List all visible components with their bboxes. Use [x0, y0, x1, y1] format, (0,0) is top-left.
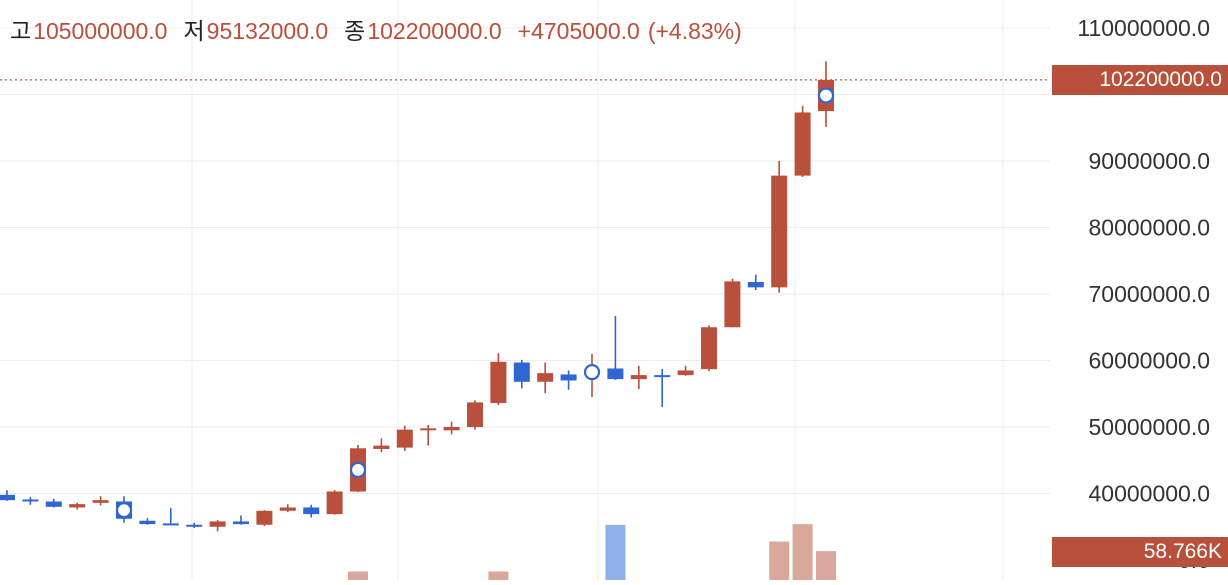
change-percent: (+4.83%): [647, 18, 742, 44]
event-marker[interactable]: [115, 502, 133, 519]
candle[interactable]: [233, 515, 249, 525]
volume-bar: [348, 571, 368, 580]
event-marker[interactable]: [349, 461, 367, 478]
candle[interactable]: [279, 504, 296, 513]
volume-bar: [605, 524, 626, 580]
candle-body: [256, 510, 273, 525]
volume-bar: [769, 541, 790, 580]
candle[interactable]: [139, 518, 156, 525]
candle[interactable]: [22, 496, 39, 505]
current-price-tag: 102200000.0: [1052, 64, 1228, 95]
candle-body: [303, 507, 320, 515]
candle[interactable]: [724, 278, 741, 328]
candle-body: [45, 501, 62, 507]
y-tick-label: 70000000.0: [1088, 281, 1210, 307]
candle-body: [677, 370, 694, 376]
y-tick-label: 40000000.0: [1088, 481, 1210, 507]
candle[interactable]: [560, 370, 577, 390]
candle-body: [724, 281, 741, 328]
candle[interactable]: [677, 365, 694, 376]
grid-lines: [0, 0, 1050, 580]
candle[interactable]: [630, 365, 647, 390]
y-tick-label: 60000000.0: [1088, 348, 1210, 374]
candle-body: [162, 523, 179, 526]
event-markers[interactable]: [115, 87, 835, 519]
candle-body: [490, 361, 507, 404]
close-label: 종: [344, 18, 366, 44]
event-marker[interactable]: [817, 87, 835, 104]
candle-body: [747, 282, 764, 288]
candle[interactable]: [256, 510, 273, 527]
candle-body: [233, 521, 249, 525]
volume-tag: 58.766K: [1052, 537, 1228, 567]
candle-body: [701, 327, 717, 370]
candle[interactable]: [69, 502, 86, 510]
candle[interactable]: [537, 362, 554, 394]
ohlc-legend: 고 105000000.0 저 95132000.0 종 102200000.0…: [10, 12, 750, 46]
y-tick-label: 90000000.0: [1088, 148, 1210, 174]
candle-body: [279, 507, 296, 511]
candle-body: [443, 427, 460, 431]
high-label: 고: [10, 18, 32, 44]
candle-body: [373, 445, 390, 449]
candle-body: [771, 175, 788, 288]
y-tick-label: 110000000.0: [1077, 15, 1210, 41]
candle[interactable]: [420, 425, 437, 446]
candle[interactable]: [162, 508, 179, 526]
candle[interactable]: [467, 400, 483, 430]
candle-body: [654, 375, 671, 378]
candle[interactable]: [45, 498, 62, 508]
candle-body: [467, 402, 483, 427]
candle[interactable]: [607, 315, 624, 380]
candle-body: [794, 112, 811, 176]
close-value: 102200000.0: [367, 18, 502, 44]
candle[interactable]: [747, 274, 764, 291]
candle[interactable]: [794, 105, 811, 177]
candle-body: [0, 494, 15, 501]
candle-body: [69, 504, 86, 508]
high-value: 105000000.0: [33, 18, 168, 44]
low-label: 저: [183, 18, 205, 44]
candle[interactable]: [701, 325, 717, 372]
candle-body: [326, 491, 343, 515]
low-value: 95132000.0: [206, 18, 329, 44]
y-tick-label: 80000000.0: [1088, 215, 1210, 241]
candle-body: [22, 499, 39, 502]
candle-body: [630, 375, 647, 380]
candle[interactable]: [326, 490, 343, 515]
candle[interactable]: [396, 425, 413, 451]
candle-body: [513, 362, 530, 382]
candle[interactable]: [654, 369, 671, 408]
candles: [0, 61, 834, 532]
y-tick-label: 50000000.0: [1088, 414, 1210, 440]
candle[interactable]: [443, 421, 460, 435]
candle[interactable]: [0, 490, 15, 501]
candle[interactable]: [771, 161, 788, 293]
volume-bars: [348, 524, 836, 580]
candle-body: [186, 524, 203, 527]
change-value: +4705000.0: [517, 18, 640, 44]
candle-body: [209, 521, 226, 527]
candle-body: [139, 520, 156, 525]
candle-body: [420, 428, 437, 431]
candle[interactable]: [373, 438, 390, 453]
candle[interactable]: [92, 496, 109, 506]
candle[interactable]: [513, 359, 530, 389]
candle[interactable]: [209, 520, 226, 532]
candle-body: [396, 429, 413, 448]
volume-bar: [816, 551, 836, 580]
volume-bar: [792, 524, 813, 580]
candle-body: [537, 373, 554, 382]
candle[interactable]: [490, 353, 507, 406]
candle-body: [560, 374, 577, 381]
candle-body: [607, 368, 624, 380]
candle[interactable]: [186, 522, 203, 529]
candle[interactable]: [303, 504, 320, 518]
volume-bar: [488, 571, 509, 580]
event-marker[interactable]: [583, 364, 601, 381]
price-axis: 110000000.0 90000000.0 80000000.0 70000000.…: [1077, 15, 1210, 573]
candle-body: [92, 500, 109, 503]
